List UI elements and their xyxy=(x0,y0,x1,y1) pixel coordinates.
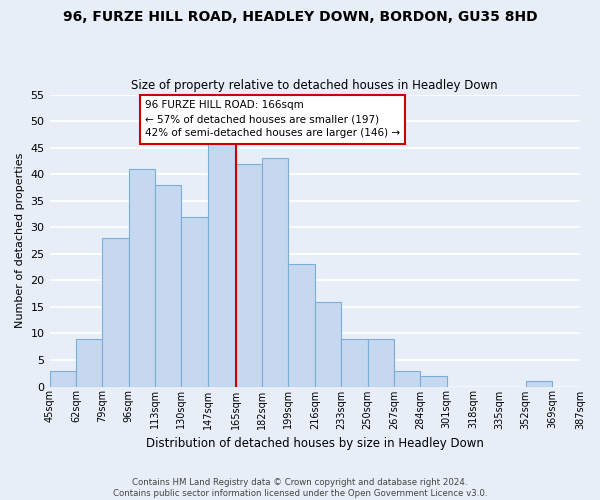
X-axis label: Distribution of detached houses by size in Headley Down: Distribution of detached houses by size … xyxy=(146,437,484,450)
Text: 96 FURZE HILL ROAD: 166sqm
← 57% of detached houses are smaller (197)
42% of sem: 96 FURZE HILL ROAD: 166sqm ← 57% of deta… xyxy=(145,100,400,138)
Bar xyxy=(262,158,289,386)
Bar xyxy=(102,238,128,386)
Title: Size of property relative to detached houses in Headley Down: Size of property relative to detached ho… xyxy=(131,79,498,92)
Bar xyxy=(128,169,155,386)
Text: 96, FURZE HILL ROAD, HEADLEY DOWN, BORDON, GU35 8HD: 96, FURZE HILL ROAD, HEADLEY DOWN, BORDO… xyxy=(62,10,538,24)
Bar xyxy=(236,164,262,386)
Bar xyxy=(208,142,236,386)
Y-axis label: Number of detached properties: Number of detached properties xyxy=(15,153,25,328)
Bar xyxy=(341,338,368,386)
Bar xyxy=(50,370,76,386)
Bar xyxy=(315,302,341,386)
Bar xyxy=(394,370,420,386)
Bar xyxy=(420,376,446,386)
Bar xyxy=(76,338,102,386)
Bar xyxy=(155,185,181,386)
Text: Contains HM Land Registry data © Crown copyright and database right 2024.
Contai: Contains HM Land Registry data © Crown c… xyxy=(113,478,487,498)
Bar xyxy=(526,381,552,386)
Bar xyxy=(289,264,315,386)
Bar xyxy=(181,216,208,386)
Bar xyxy=(368,338,394,386)
